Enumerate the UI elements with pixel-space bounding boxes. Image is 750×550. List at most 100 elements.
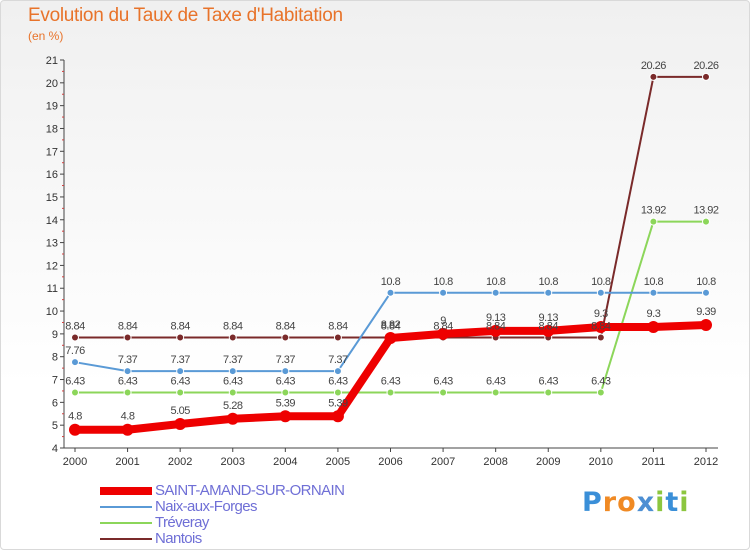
data-point	[386, 288, 395, 297]
data-label: 4.8	[121, 411, 135, 423]
data-label: 8.84	[170, 321, 190, 333]
data-point	[123, 367, 132, 376]
y-tick-label: 17	[46, 146, 58, 158]
series-line	[74, 75, 707, 339]
data-point	[384, 331, 397, 344]
data-point	[596, 288, 605, 297]
data-point	[702, 72, 710, 81]
logo-letter: t	[665, 487, 680, 518]
data-point	[649, 288, 658, 297]
y-tick-label: 20	[46, 78, 58, 90]
logo-letter: r	[602, 487, 618, 518]
chart-title: Evolution du Taux de Taxe d'Habitation	[28, 5, 343, 26]
data-point	[226, 412, 239, 425]
data-label: 8.84	[591, 321, 611, 333]
y-tick-label: 12	[46, 260, 58, 272]
data-point	[69, 423, 81, 436]
data-label: 20.26	[641, 60, 666, 72]
data-label: 13.92	[693, 205, 718, 217]
data-label: 10.8	[539, 276, 559, 288]
data-point	[279, 410, 292, 423]
x-tick-label: 2010	[589, 456, 613, 468]
x-tick-label: 2004	[273, 456, 297, 468]
data-label: 10.8	[696, 276, 716, 288]
legend-label: SAINT-AMAND-SUR-ORNAIN	[155, 482, 345, 499]
series-naix-aux-forges	[71, 288, 710, 376]
data-point	[123, 388, 132, 397]
data-label: 8.84	[328, 321, 348, 333]
data-point	[702, 288, 710, 297]
chart-subtitle: (en %)	[28, 29, 64, 43]
data-point	[491, 288, 500, 297]
y-tick-label: 6	[52, 397, 58, 409]
data-point	[333, 333, 342, 342]
data-label: 6.43	[486, 376, 506, 388]
data-label: 8.84	[486, 321, 506, 333]
y-tick-label: 19	[46, 101, 58, 113]
logo-letter: x	[636, 487, 656, 518]
logo-letter: o	[617, 487, 637, 518]
data-point	[123, 333, 132, 342]
y-tick-label: 4	[52, 443, 58, 455]
legend-swatch	[100, 538, 152, 540]
x-tick-label: 2000	[63, 456, 87, 468]
y-tick-label: 13	[46, 238, 58, 250]
data-label: 10.8	[644, 276, 664, 288]
data-label: 7.37	[276, 354, 296, 366]
data-point	[228, 367, 237, 376]
x-tick-label: 2005	[326, 456, 350, 468]
data-label: 6.43	[223, 376, 243, 388]
data-label: 8.84	[65, 321, 85, 333]
data-label: 6.43	[328, 376, 348, 388]
data-point	[437, 327, 450, 340]
data-point	[544, 388, 553, 397]
x-tick-label: 2009	[536, 456, 560, 468]
data-point	[542, 324, 555, 337]
data-point	[281, 367, 290, 376]
data-point	[281, 333, 290, 342]
data-label: 20.26	[693, 60, 718, 72]
data-label: 5.39	[328, 397, 348, 409]
legend-swatch	[100, 522, 152, 524]
legend-label: Tréveray	[155, 514, 209, 531]
data-point	[594, 321, 607, 334]
data-label: 8.84	[381, 321, 401, 333]
data-point	[228, 333, 237, 342]
y-tick-label: 18	[46, 123, 58, 135]
value-labels: 8.84 8.84 8.84 8.84 8.84 8.84 8.84 8.84 8.84 8.84…	[65, 60, 719, 423]
data-label: 5.39	[276, 397, 296, 409]
data-label: 8.82	[381, 319, 401, 331]
y-tick-label: 9	[52, 329, 58, 341]
data-label: 10.8	[381, 276, 401, 288]
legend-swatch	[100, 506, 152, 508]
data-point	[489, 324, 502, 337]
data-label: 4.8	[68, 411, 82, 423]
y-tick-label: 15	[46, 192, 58, 204]
data-point	[71, 388, 79, 397]
data-label: 8.84	[223, 321, 243, 333]
data-label: 9	[440, 315, 446, 327]
data-label: 7.37	[328, 354, 348, 366]
data-label: 9.3	[647, 308, 661, 320]
data-point	[333, 367, 342, 376]
data-label: 9.13	[539, 312, 559, 324]
data-label: 10.8	[486, 276, 506, 288]
series-layer	[69, 72, 712, 436]
x-tick-label: 2008	[483, 456, 507, 468]
data-label: 6.43	[591, 376, 611, 388]
data-label: 10.8	[591, 276, 611, 288]
data-point	[700, 318, 712, 331]
data-point	[439, 388, 448, 397]
data-point	[649, 217, 658, 226]
data-label: 6.43	[65, 376, 85, 388]
series-nantois	[71, 72, 710, 342]
data-label: 6.43	[118, 376, 138, 388]
data-label: 6.43	[170, 376, 190, 388]
logo-letter: i	[655, 487, 666, 518]
x-tick-label: 2012	[694, 456, 718, 468]
x-tick-label: 2002	[168, 456, 192, 468]
data-point	[176, 333, 185, 342]
data-point	[281, 388, 290, 397]
data-label: 7.76	[65, 345, 85, 357]
